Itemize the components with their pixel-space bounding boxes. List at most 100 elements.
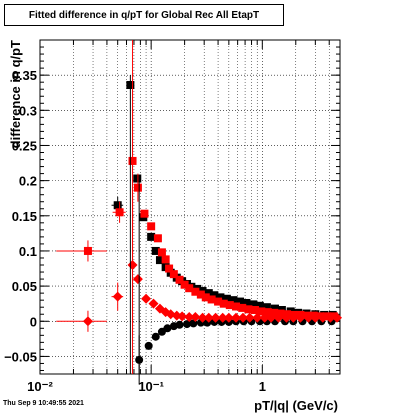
data-point <box>169 270 178 279</box>
data-point <box>201 293 210 302</box>
data-point <box>82 316 93 327</box>
data-point <box>244 312 255 323</box>
data-point <box>113 201 122 210</box>
x-axis-label: pT/|q| (GeV/c) <box>254 398 338 413</box>
y-tick-label: 0.25 <box>12 138 37 153</box>
data-point <box>231 312 242 323</box>
data-point <box>175 320 184 329</box>
data-point <box>207 295 216 304</box>
data-point <box>190 312 201 323</box>
data-point <box>141 293 152 304</box>
data-point <box>303 312 314 323</box>
x-tick-label: 10⁻¹ <box>138 379 164 394</box>
data-point <box>216 293 225 302</box>
data-point <box>262 303 271 312</box>
data-point <box>273 312 284 323</box>
data-point <box>203 312 214 323</box>
data-point <box>270 308 279 317</box>
data-point <box>204 289 213 298</box>
data-point <box>147 222 156 231</box>
data-point <box>175 275 184 284</box>
data-point <box>182 320 191 329</box>
y-tick-label: 0.1 <box>19 244 37 259</box>
y-tick-label: −0.05 <box>4 349 37 364</box>
data-point <box>191 287 200 296</box>
data-point <box>281 312 292 323</box>
data-point <box>151 332 160 341</box>
data-point <box>214 297 223 306</box>
data-point <box>133 183 142 192</box>
data-point <box>196 290 205 299</box>
y-tick-label: 0.35 <box>12 68 37 83</box>
y-tick-label: 0.3 <box>19 103 37 118</box>
x-tick-label: 1 <box>259 379 266 394</box>
data-point <box>288 312 299 323</box>
chart-title: Fitted difference in q/pT for Global Rec… <box>4 4 284 26</box>
data-point <box>251 306 260 315</box>
data-marks <box>56 40 343 385</box>
data-point <box>144 341 153 350</box>
data-point <box>133 174 142 183</box>
plot-frame <box>39 39 341 375</box>
data-point <box>237 312 248 323</box>
tick-labels: −0.05 0 0.05 0.1 0.15 0.2 0.25 0.3 0.35 10⁻² 10⁻¹ 1 <box>4 68 266 394</box>
data-point <box>238 303 247 312</box>
data-point <box>232 302 241 311</box>
data-point <box>165 264 174 273</box>
data-point <box>322 312 331 321</box>
series-0 <box>111 81 337 319</box>
data-point <box>332 312 343 323</box>
y-tick-label: 0.15 <box>12 209 37 224</box>
data-point <box>223 312 234 323</box>
axis-ticks <box>39 40 341 374</box>
data-point <box>222 294 231 303</box>
data-point <box>249 300 258 309</box>
x-tick-label: 10⁻² <box>27 379 53 394</box>
data-point <box>263 308 272 317</box>
data-point <box>147 232 156 241</box>
data-point <box>219 299 228 308</box>
series-3 <box>56 194 343 336</box>
data-point <box>115 208 124 217</box>
data-point <box>257 307 266 316</box>
data-point <box>185 284 194 293</box>
data-point <box>259 312 270 323</box>
data-point <box>295 312 306 323</box>
data-point <box>163 324 172 333</box>
vertical-error-lines <box>129 40 140 374</box>
data-point <box>161 255 170 264</box>
data-point <box>210 312 221 323</box>
data-point <box>180 280 189 289</box>
data-point <box>83 246 92 255</box>
data-point <box>310 312 321 323</box>
data-point <box>225 301 234 310</box>
chart-title-text: Fitted difference in q/pT for Global Rec… <box>28 9 260 21</box>
data-point <box>255 301 264 310</box>
data-point <box>132 274 143 285</box>
data-point <box>157 248 166 257</box>
data-point <box>317 312 328 323</box>
data-point <box>244 305 253 314</box>
data-point <box>276 309 285 318</box>
data-point <box>252 312 263 323</box>
y-tick-label: 0.05 <box>12 279 37 294</box>
data-point <box>140 209 149 218</box>
data-point <box>217 312 228 323</box>
y-tick-label: 0.2 <box>19 174 37 189</box>
data-point <box>236 297 245 306</box>
data-point <box>210 291 219 300</box>
data-point <box>155 256 164 265</box>
data-point <box>151 246 160 255</box>
data-point <box>242 298 251 307</box>
timestamp: Thu Sep 9 10:49:55 2021 <box>3 400 84 407</box>
data-point <box>325 312 336 323</box>
data-point <box>229 296 238 305</box>
y-tick-label: 0 <box>30 314 37 329</box>
data-point <box>184 312 195 323</box>
data-point <box>177 311 188 322</box>
data-point <box>270 304 279 313</box>
y-axis-label: difference in q/pT <box>8 40 23 148</box>
data-point <box>112 291 123 302</box>
data-point <box>153 234 162 243</box>
